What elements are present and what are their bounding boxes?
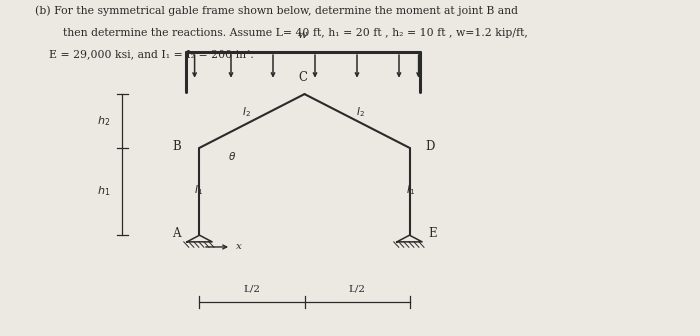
Text: $h_1$: $h_1$: [97, 184, 110, 199]
Text: then determine the reactions. Assume L= 40 ft, h₁ = 20 ft , h₂ = 10 ft , w=1.2 k: then determine the reactions. Assume L= …: [49, 28, 528, 38]
Text: A: A: [172, 227, 181, 240]
Text: x: x: [236, 243, 241, 251]
Text: $I_1$: $I_1$: [406, 183, 415, 197]
Text: E: E: [428, 227, 437, 240]
Text: $I_2$: $I_2$: [356, 106, 365, 120]
Text: E = 29,000 ksi, and I₁ = I₂ = 200 in⁴.: E = 29,000 ksi, and I₁ = I₂ = 200 in⁴.: [35, 49, 253, 59]
Text: $I_2$: $I_2$: [242, 106, 251, 120]
Text: $h_2$: $h_2$: [97, 114, 110, 128]
Text: (b) For the symmetrical gable frame shown below, determine the moment at joint B: (b) For the symmetrical gable frame show…: [35, 5, 518, 15]
Text: B: B: [172, 140, 181, 153]
Text: $I_1$: $I_1$: [194, 183, 203, 197]
Text: C: C: [298, 71, 307, 84]
Text: L/2: L/2: [349, 285, 365, 294]
Text: $\theta$: $\theta$: [228, 150, 236, 162]
Text: L/2: L/2: [244, 285, 260, 294]
Text: w: w: [298, 30, 307, 40]
Text: D: D: [425, 140, 434, 153]
